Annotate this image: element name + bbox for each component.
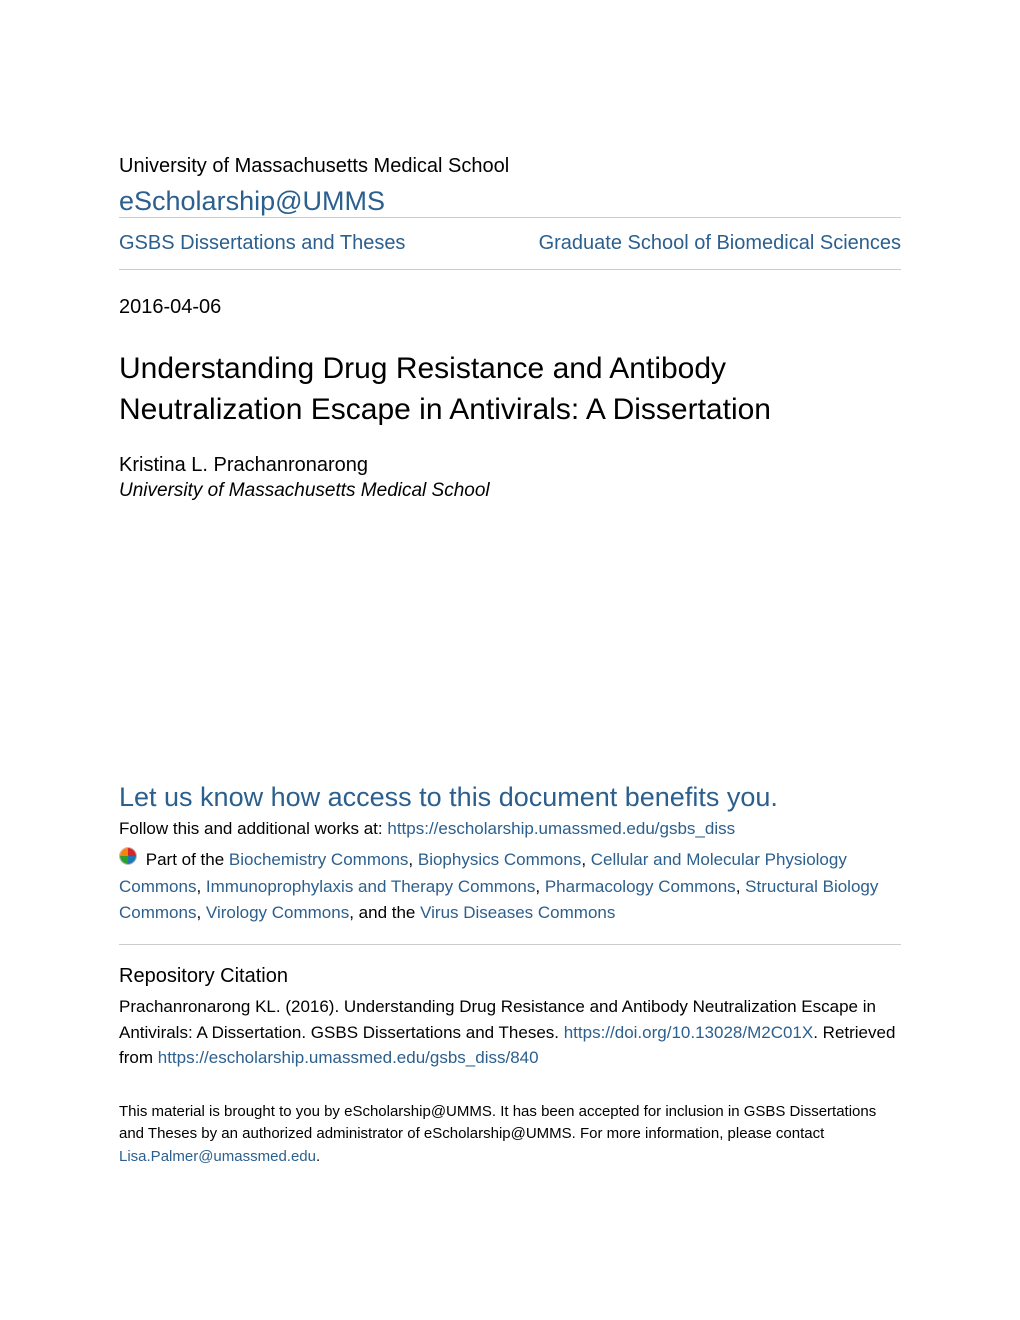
follow-text: Follow this and additional works at: htt… [119, 819, 901, 839]
collection-link[interactable]: GSBS Dissertations and Theses [119, 232, 405, 255]
nav-row: GSBS Dissertations and Theses Graduate S… [119, 218, 901, 269]
commons-link-3[interactable]: Immunoprophylaxis and Therapy Commons [206, 877, 535, 896]
footer-body: This material is brought to you by eScho… [119, 1103, 876, 1143]
divider-commons [119, 944, 901, 945]
commons-link-1[interactable]: Biophysics Commons [418, 850, 581, 869]
author-affiliation: University of Massachusetts Medical Scho… [119, 480, 901, 502]
commons-link-0[interactable]: Biochemistry Commons [229, 850, 409, 869]
commons-link-6[interactable]: Virology Commons [206, 903, 349, 922]
follow-prefix: Follow this and additional works at: [119, 819, 387, 838]
citation-header: Repository Citation [119, 965, 901, 988]
retrieved-url-link[interactable]: https://escholarship.umassmed.edu/gsbs_d… [158, 1048, 539, 1067]
footer-text: This material is brought to you by eScho… [119, 1101, 901, 1169]
commons-section: Part of the Biochemistry Commons, Biophy… [119, 847, 901, 926]
commons-link-last[interactable]: Virus Diseases Commons [420, 903, 615, 922]
repository-link[interactable]: eScholarship@UMMS [119, 186, 385, 216]
spacer [119, 502, 901, 782]
divider-nav-bottom [119, 269, 901, 270]
school-link[interactable]: Graduate School of Biomedical Sciences [539, 232, 901, 255]
document-title: Understanding Drug Resistance and Antibo… [119, 349, 901, 430]
commons-link-4[interactable]: Pharmacology Commons [545, 877, 736, 896]
commons-prefix: Part of the [146, 850, 229, 869]
doi-link[interactable]: https://doi.org/10.13028/M2C01X [564, 1023, 814, 1042]
network-icon [119, 847, 137, 873]
publication-date: 2016-04-06 [119, 296, 901, 319]
author-name: Kristina L. Prachanronarong [119, 454, 901, 477]
benefits-link[interactable]: Let us know how access to this document … [119, 782, 901, 813]
contact-email-link[interactable]: Lisa.Palmer@umassmed.edu [119, 1148, 316, 1165]
follow-url-link[interactable]: https://escholarship.umassmed.edu/gsbs_d… [387, 819, 735, 838]
institution-name: University of Massachusetts Medical Scho… [119, 155, 901, 178]
commons-and-the: , and the [349, 903, 420, 922]
footer-suffix: . [316, 1148, 320, 1165]
citation-text: Prachanronarong KL. (2016). Understandin… [119, 994, 901, 1071]
